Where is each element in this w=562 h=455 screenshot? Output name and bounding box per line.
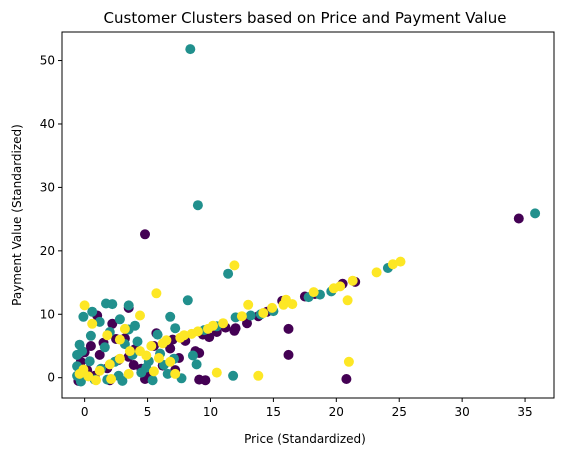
data-point: [228, 371, 238, 381]
data-point: [115, 354, 125, 364]
data-point: [115, 314, 125, 324]
x-tick-label: 5: [144, 405, 152, 419]
data-point: [158, 338, 168, 348]
data-point: [120, 324, 130, 334]
x-tick-label: 0: [81, 405, 89, 419]
data-point: [125, 346, 135, 356]
data-point: [148, 375, 158, 385]
data-point: [129, 360, 139, 370]
data-point: [246, 311, 256, 321]
data-point: [267, 303, 277, 313]
y-tick-label: 20: [40, 244, 55, 258]
x-tick-label: 20: [329, 405, 344, 419]
data-point: [287, 299, 297, 309]
data-point: [309, 287, 319, 297]
data-point: [183, 295, 193, 305]
data-point: [75, 369, 85, 379]
data-point: [193, 200, 203, 210]
data-point: [124, 300, 134, 310]
data-point: [284, 350, 294, 360]
chart-title: Customer Clusters based on Price and Pay…: [104, 9, 507, 27]
data-point: [243, 300, 253, 310]
data-point: [102, 330, 112, 340]
data-point: [140, 229, 150, 239]
data-point: [335, 281, 345, 291]
x-tick-label: 10: [203, 405, 218, 419]
data-point: [229, 326, 239, 336]
data-point: [237, 311, 247, 321]
data-point: [124, 369, 134, 379]
x-tick-label: 35: [517, 405, 532, 419]
data-point: [153, 330, 163, 340]
data-point: [258, 308, 268, 318]
data-point: [141, 351, 151, 361]
data-point: [179, 330, 189, 340]
data-point: [100, 342, 110, 352]
x-tick-label: 15: [266, 405, 281, 419]
x-tick-label: 30: [455, 405, 470, 419]
data-point: [135, 311, 145, 321]
data-point: [218, 318, 228, 328]
data-point: [107, 299, 117, 309]
data-point: [185, 44, 195, 54]
data-point: [348, 276, 358, 286]
y-tick-label: 0: [47, 371, 55, 385]
x-tick-label: 25: [392, 405, 407, 419]
data-point: [105, 359, 115, 369]
data-point: [253, 371, 263, 381]
data-point: [223, 269, 233, 279]
data-point: [170, 323, 180, 333]
data-point: [341, 374, 351, 384]
data-point: [151, 288, 161, 298]
data-point: [115, 335, 125, 345]
y-tick-label: 40: [40, 117, 55, 131]
data-point: [78, 312, 88, 322]
data-point: [229, 260, 239, 270]
data-point: [154, 353, 164, 363]
data-point: [146, 341, 156, 351]
data-point: [188, 351, 198, 361]
data-point: [192, 359, 202, 369]
data-point: [279, 300, 289, 310]
data-point: [165, 357, 175, 367]
y-axis-label: Payment Value (Standardized): [10, 124, 24, 306]
data-point: [87, 319, 97, 329]
data-point: [200, 375, 210, 385]
data-point: [212, 368, 222, 378]
y-tick-label: 50: [40, 54, 55, 68]
data-point: [388, 259, 398, 269]
data-point: [165, 312, 175, 322]
data-point: [343, 295, 353, 305]
y-tick-label: 30: [40, 180, 55, 194]
data-point: [106, 374, 116, 384]
data-point: [372, 267, 382, 277]
data-point: [514, 214, 524, 224]
data-point: [80, 300, 90, 310]
data-point: [95, 366, 105, 376]
data-point: [85, 356, 95, 366]
data-point: [208, 321, 218, 331]
data-point: [77, 346, 87, 356]
x-axis-label: Price (Standardized): [244, 432, 366, 446]
data-point: [133, 337, 143, 347]
data-point: [86, 331, 96, 341]
y-tick-label: 10: [40, 307, 55, 321]
data-point: [91, 375, 101, 385]
data-point: [344, 357, 354, 367]
data-point: [193, 326, 203, 336]
data-point: [170, 369, 180, 379]
data-point: [149, 366, 159, 376]
data-point: [284, 324, 294, 334]
data-point: [530, 208, 540, 218]
